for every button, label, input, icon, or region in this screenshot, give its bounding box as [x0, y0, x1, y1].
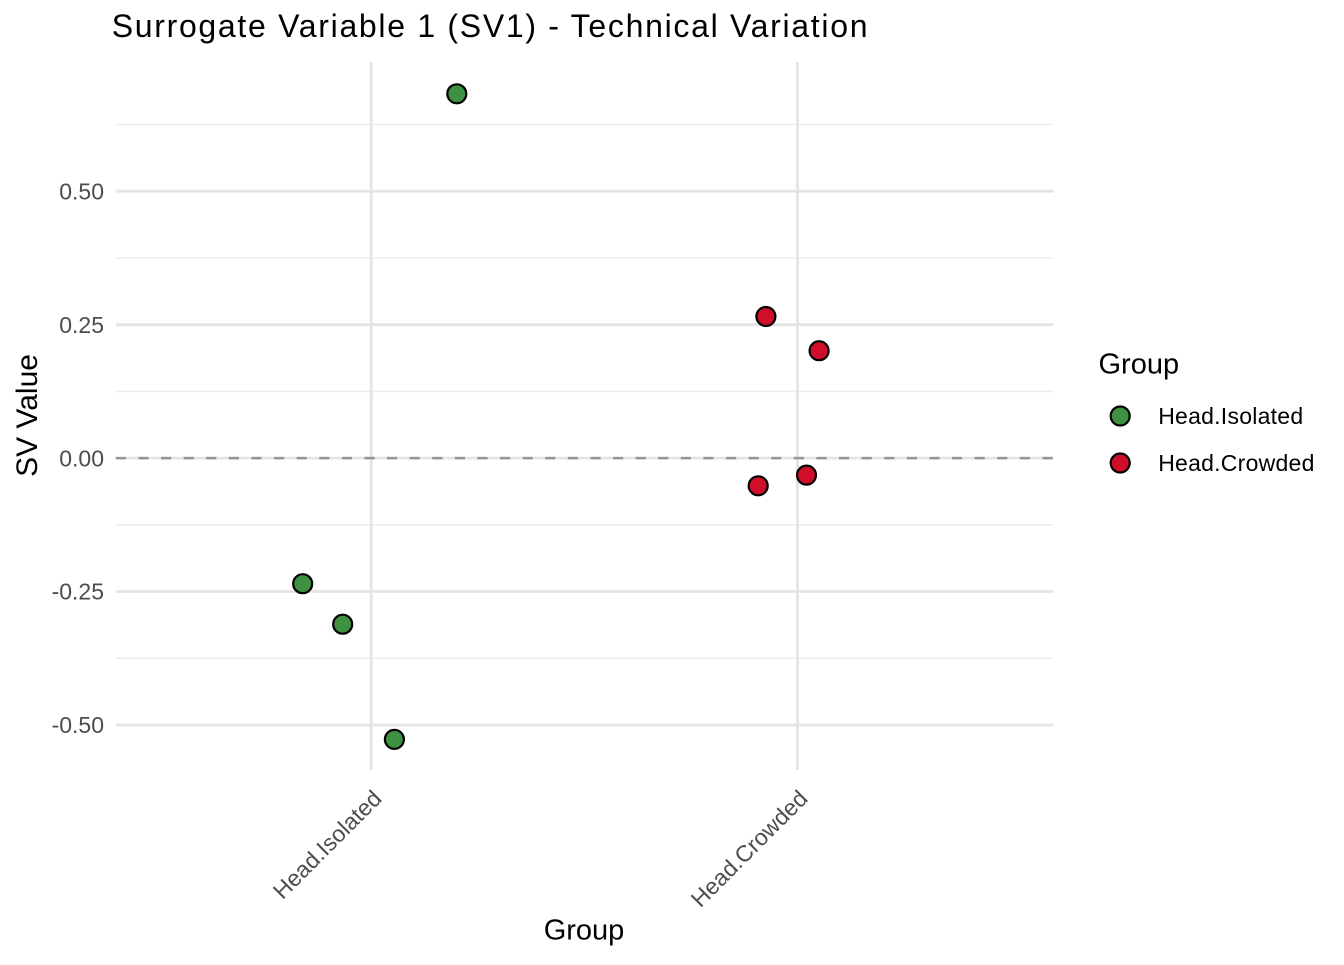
svg-text:-0.25: -0.25 — [52, 579, 104, 605]
svg-text:Group: Group — [544, 915, 625, 947]
svg-text:Head.Isolated: Head.Isolated — [1158, 403, 1303, 429]
svg-text:Head.Crowded: Head.Crowded — [1158, 450, 1314, 476]
svg-text:SV Value: SV Value — [11, 354, 44, 477]
svg-text:-0.50: -0.50 — [52, 712, 104, 738]
svg-text:0.00: 0.00 — [59, 445, 104, 471]
svg-text:Group: Group — [1099, 349, 1180, 381]
svg-text:0.50: 0.50 — [59, 178, 104, 204]
svg-text:0.25: 0.25 — [59, 312, 104, 338]
svg-text:Surrogate Variable 1 (SV1) - T: Surrogate Variable 1 (SV1) - Technical V… — [112, 8, 870, 44]
